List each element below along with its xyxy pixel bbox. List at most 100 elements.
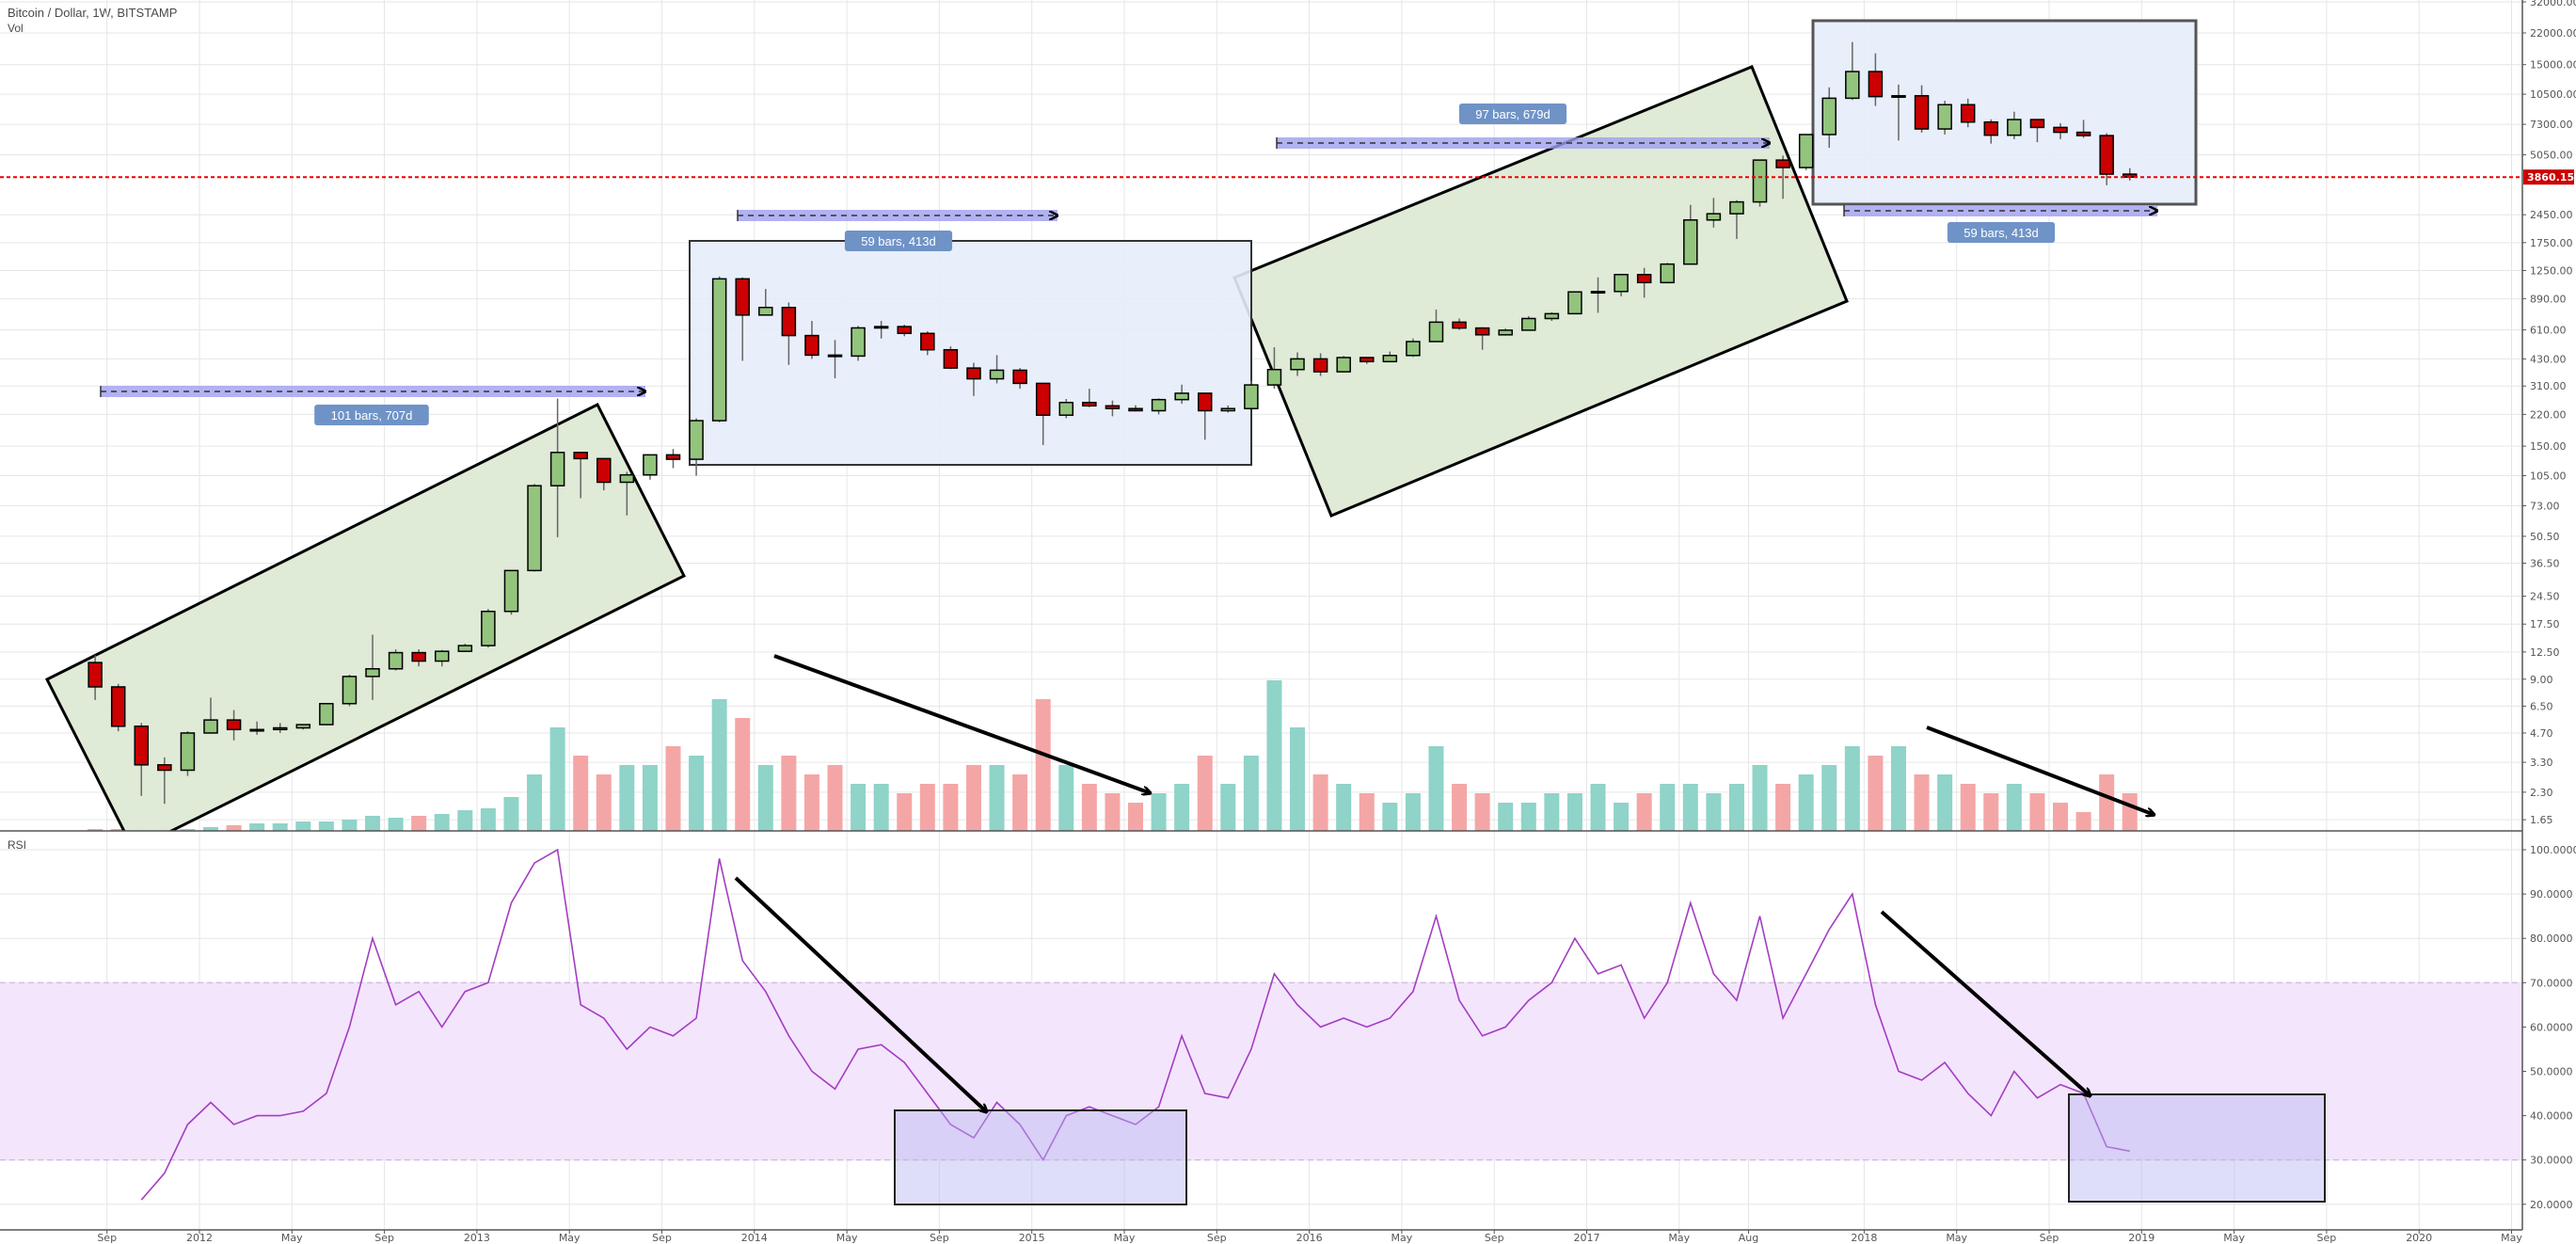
candle-up [1660, 263, 1675, 284]
candle-down [1082, 401, 1097, 407]
volume-bar [1636, 793, 1652, 831]
time-tick-label: May [559, 1232, 580, 1244]
candle-up [758, 306, 773, 316]
volume-bar [711, 699, 727, 831]
candle-up [1567, 291, 1582, 315]
volume-bar [2006, 784, 2022, 831]
candle-down [1012, 369, 1027, 385]
candle-up [180, 732, 196, 772]
candle-up [689, 420, 704, 460]
rsi-tick-label: 90.0000 [2530, 888, 2573, 901]
candle-up [989, 369, 1005, 380]
candle-up [388, 651, 404, 670]
candle-down [1775, 159, 1790, 168]
candle-up [2007, 119, 2022, 136]
volume-bar [365, 816, 381, 831]
volume-bar [1914, 774, 1930, 831]
volume-bar [873, 784, 889, 831]
volume-bar [1312, 774, 1328, 831]
volume-bar [689, 756, 705, 831]
candle-down [1360, 357, 1375, 363]
volume-bar [318, 821, 334, 831]
rsi-pane [0, 848, 2522, 1205]
time-tick-label: May [2223, 1232, 2245, 1244]
volume-bar [1614, 803, 1630, 831]
time-tick-label: 2018 [1851, 1232, 1877, 1244]
drawings-overlay[interactable]: 101 bars, 707d 59 bars, 413d 97 bars, 679d… [100, 104, 2157, 1112]
price-tick-label: 310.00 [2530, 380, 2567, 392]
volume-bar [527, 774, 543, 831]
candle-down [596, 457, 612, 484]
price-tick-label: 150.00 [2530, 440, 2567, 453]
price-tick-label: 17.50 [2530, 618, 2560, 630]
candle-down [897, 326, 912, 335]
candle-down [735, 278, 750, 316]
volume-bar [665, 746, 681, 831]
candle-up [1706, 213, 1722, 221]
candle-up [643, 454, 658, 476]
candle-down [804, 334, 819, 357]
candle-down [1914, 95, 1930, 130]
candle-down [226, 719, 242, 731]
date-range-bar [1277, 137, 1770, 149]
volume-bar [2029, 793, 2045, 831]
volume-bar [1359, 793, 1375, 831]
price-tick-label: 1.65 [2530, 814, 2553, 826]
candle-down [2075, 131, 2091, 136]
last-price-label: 3860.15 [2527, 171, 2574, 183]
volume-bar [388, 818, 404, 831]
time-tick-label: 2017 [1574, 1232, 1600, 1244]
price-tick-label: 3.30 [2530, 757, 2553, 769]
volume-bar [1105, 793, 1121, 831]
candle-up [481, 610, 496, 646]
volume-bar [87, 829, 103, 831]
rsi-box [2068, 1093, 2326, 1203]
candle-up [457, 645, 473, 652]
time-tick-label: 2013 [464, 1232, 490, 1244]
volume-bar [989, 765, 1005, 831]
candle-up [873, 326, 889, 329]
candle-down [1197, 392, 1213, 412]
volume-bar [919, 784, 935, 831]
volume-bar [1682, 784, 1698, 831]
rsi-band [0, 982, 2522, 1160]
candle-down [1105, 405, 1121, 409]
candle-down [1312, 358, 1328, 373]
candle-up [1821, 97, 1837, 136]
volume-bar [1174, 784, 1190, 831]
time-tick-label: 2012 [186, 1232, 213, 1244]
rsi-tick-label: 60.0000 [2530, 1021, 2573, 1033]
candle-up [435, 650, 450, 662]
volume-bar [827, 765, 843, 831]
candle-up [527, 485, 542, 572]
candle-up [295, 724, 311, 729]
volume-bar [735, 718, 751, 831]
candle-down [134, 726, 150, 766]
time-tick-label: Sep [2040, 1232, 2059, 1244]
volume-bar [1197, 756, 1213, 831]
volume-bar [943, 784, 959, 831]
candle-down [1035, 382, 1051, 416]
volume-bar [434, 814, 450, 831]
volume-bar [480, 808, 496, 831]
volume-bar [1798, 774, 1814, 831]
candle-up [1891, 95, 1906, 99]
time-tick-label: Sep [2317, 1232, 2337, 1244]
time-tick-label: Sep [1485, 1232, 1504, 1244]
volume-bar [272, 823, 288, 831]
volume-bar [1728, 784, 1744, 831]
candle-down [781, 306, 797, 337]
rsi-line [140, 848, 2130, 1201]
drawings[interactable] [44, 19, 2198, 850]
candle-down [411, 651, 426, 662]
time-tick-label: May [1946, 1232, 1967, 1244]
volume-bar [803, 774, 819, 831]
volume-bar [1960, 784, 1976, 831]
volume-bar [1452, 784, 1468, 831]
volume-bar [1058, 765, 1074, 831]
volume-bar [249, 823, 265, 831]
volume-bar [965, 765, 981, 831]
price-tick-label: 610.00 [2530, 325, 2567, 337]
